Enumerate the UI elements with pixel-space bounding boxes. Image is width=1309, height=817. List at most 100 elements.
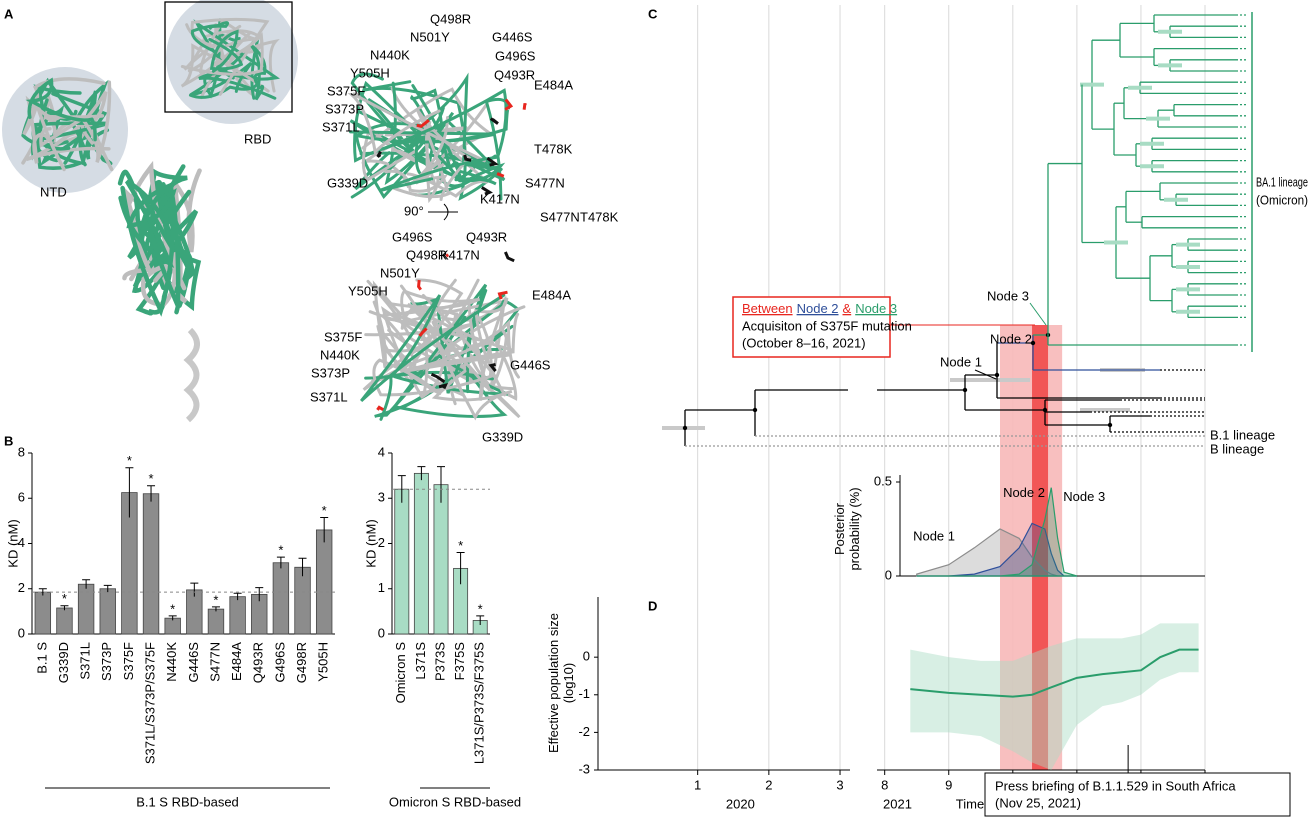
x-tick-label: 2: [765, 777, 772, 792]
lineage-label: B lineage: [1210, 441, 1264, 456]
y-tick-label: 0.5: [874, 473, 892, 488]
ribbon: [469, 297, 509, 401]
ribbon: [117, 169, 192, 274]
error-bar: [397, 475, 406, 503]
annotation-heading: Between Node 2 & Node 3: [742, 301, 897, 316]
domain-label: NTD: [40, 184, 67, 199]
side-chain: [488, 363, 497, 372]
mutation-label: S477N: [540, 209, 580, 224]
tree-node: [752, 407, 758, 413]
side-chain: [496, 172, 505, 178]
tree-node: [994, 372, 1000, 378]
x-tick-label: S477N: [207, 642, 222, 682]
mutation-label: S373P: [325, 101, 364, 116]
side-chain: [497, 290, 508, 300]
error-bar: [320, 516, 329, 543]
mutation-label: Q493R: [494, 67, 535, 82]
domain-label: RBD: [244, 131, 271, 146]
mutation-label: S373P: [311, 365, 350, 380]
mutation-label: G339D: [327, 175, 368, 190]
ribbon: [349, 119, 479, 183]
ribbon: [199, 18, 270, 93]
side-chain: [481, 186, 493, 196]
side-chain: [417, 279, 422, 291]
mutation-label: N501Y: [380, 265, 420, 280]
annotation-part: Node 2: [797, 301, 839, 316]
x-tick-label: 9: [945, 777, 952, 792]
ribbon: [362, 313, 495, 391]
y-tick-label: -2: [578, 724, 590, 739]
side-chain: [504, 98, 514, 111]
error-bar: [456, 552, 465, 585]
side-chain: [463, 154, 472, 162]
node-label: Node 2: [990, 331, 1032, 346]
error-bar: [233, 592, 242, 601]
series-label: Node 1: [913, 528, 955, 543]
x-tick-label: 8: [881, 777, 888, 792]
density-area: [916, 487, 1078, 577]
y-tick-label: 4: [18, 535, 25, 550]
x-tick-label: G498R: [294, 642, 309, 683]
mutation-label: S371L: [322, 119, 360, 134]
bar: [164, 617, 181, 635]
event-label: (Nov 25, 2021): [995, 795, 1081, 810]
population-line: [910, 648, 1199, 698]
mutation-label: Q493R: [466, 229, 507, 244]
panel-label: C: [648, 6, 658, 21]
lineage-label: B.1 lineage: [1210, 427, 1275, 442]
bar: [394, 488, 410, 635]
ribbon: [180, 32, 264, 76]
side-chain: [486, 156, 499, 167]
mutation-label: N501Y: [410, 29, 450, 44]
tree-node: [1107, 422, 1113, 428]
mutation-label: G339D: [482, 429, 523, 444]
significance: *: [213, 592, 218, 607]
error-bar: [125, 467, 134, 518]
y-tick-label: 4: [378, 444, 385, 459]
year-label: 2020: [726, 796, 755, 811]
ribbon: [360, 293, 506, 421]
mutation-label: S371L: [310, 389, 348, 404]
x-tick-label: P373S: [432, 642, 447, 681]
helix: [183, 327, 200, 423]
significance: *: [278, 543, 283, 558]
error-bar: [168, 615, 177, 621]
x-tick-label: G339D: [56, 642, 71, 683]
side-chain: [522, 103, 527, 110]
error-bar: [103, 584, 112, 593]
side-chain: [416, 119, 430, 129]
error-bar: [476, 615, 485, 625]
error-bar: [298, 557, 307, 577]
panel-label: B: [4, 433, 13, 448]
x-tick-label: E484A: [229, 642, 244, 681]
group-label: B.1 S RBD-based: [136, 794, 239, 809]
mutation-label: T478K: [534, 141, 573, 156]
significance: *: [62, 591, 67, 606]
ribbon: [208, 29, 244, 73]
event-label: Press briefing of B.1.1.529 in South Afr…: [995, 778, 1236, 793]
significance: *: [149, 471, 154, 486]
annotation-part: Between: [742, 301, 793, 316]
x-tick-label: G496S: [272, 642, 287, 683]
error-bar: [190, 582, 199, 597]
y-tick-label: 0: [378, 625, 385, 640]
mutation-label: K417N: [480, 191, 520, 206]
significance: *: [170, 601, 175, 616]
x-tick-label: Omicron S: [393, 642, 408, 704]
bar: [294, 566, 311, 635]
significance: *: [458, 538, 463, 553]
error-bar: [255, 587, 264, 602]
node-label: Node 1: [940, 354, 982, 369]
error-bar: [82, 579, 91, 589]
ribbon: [353, 80, 464, 183]
mutation-label: Y505H: [350, 65, 390, 80]
mutation-label: Q498R: [430, 11, 471, 26]
confidence-band: [910, 623, 1199, 770]
leader-line: [974, 369, 997, 380]
x-tick-label: B.1 S: [34, 642, 49, 674]
ribbon: [25, 95, 61, 164]
bar: [34, 591, 52, 635]
y-axis-label: KD (nM): [363, 519, 378, 567]
x-tick-label: S371L/S373P/S375F: [142, 642, 157, 764]
y-axis-label: Posterior probability (%): [832, 487, 862, 571]
